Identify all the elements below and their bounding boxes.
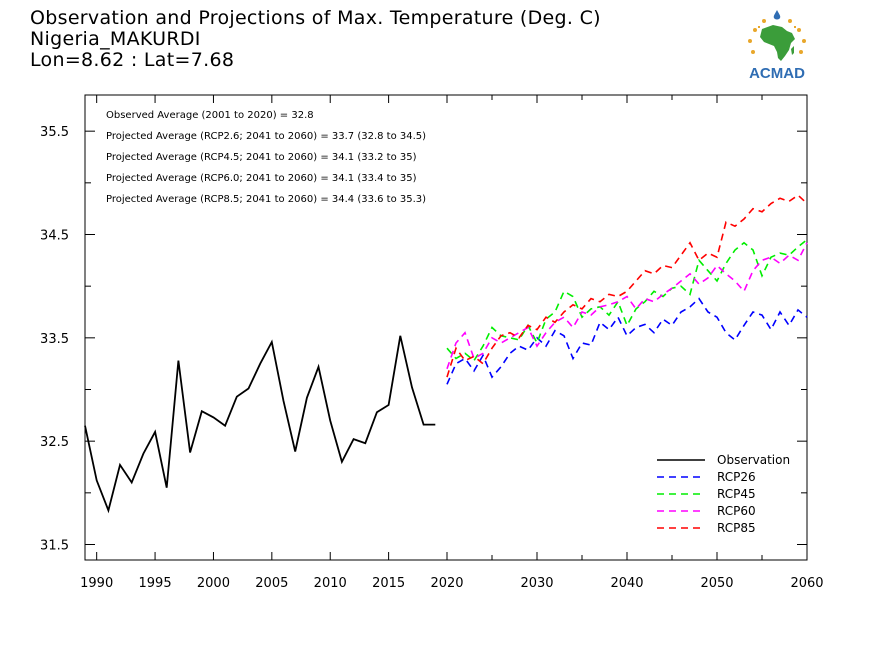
y-axis: 31.5 32.5 33.5 34.5 35.5 [40, 125, 807, 554]
y-tick-label: 34.5 [40, 229, 69, 244]
x-tick-label: 2030 [520, 576, 553, 591]
annotation-text: Projected Average (RCP6.0; 2041 to 2060)… [106, 173, 417, 184]
x-tick-label: 1990 [80, 576, 113, 591]
y-tick-label: 35.5 [40, 125, 69, 140]
acmad-logo: ACMAD [738, 8, 816, 84]
logo-text: ACMAD [749, 65, 805, 82]
x-tick-label: 2060 [790, 576, 823, 591]
annotation-text: Projected Average (RCP2.6; 2041 to 2060)… [106, 131, 426, 142]
station-name: Nigeria_MAKURDI [30, 28, 201, 50]
x-tick-label: 1995 [139, 576, 172, 591]
chart-title-block: Observation and Projections of Max. Temp… [30, 8, 601, 71]
y-tick-label: 32.5 [40, 435, 69, 450]
legend-label-rcp60: RCP60 [717, 504, 756, 518]
legend-label-rcp26: RCP26 [717, 470, 756, 484]
y-tick-label: 33.5 [40, 332, 69, 347]
x-axis: 1990 1995 2000 2005 2010 2015 2020 2030 2040 2050… [80, 95, 824, 591]
annotation-text: Projected Average (RCP4.5; 2041 to 2060)… [106, 152, 417, 163]
chart-legend: Observation RCP26 RCP45 RCP60 RCP85 [657, 453, 790, 535]
y-tick-label: 31.5 [40, 539, 69, 554]
series-line-rcp85 [446, 194, 808, 378]
series-lines [84, 194, 808, 514]
series-line-rcp60 [446, 242, 808, 370]
plot-frame [84, 94, 808, 561]
chart-annotations: Observed Average (2001 to 2020) = 32.8 Pr… [106, 110, 426, 205]
station-coordinates: Lon=8.62 : Lat=7.68 [30, 49, 235, 71]
x-tick-label: 2005 [255, 576, 288, 591]
legend-label-rcp45: RCP45 [717, 487, 756, 501]
africa-map-icon [748, 10, 806, 61]
series-line-rcp45 [446, 239, 808, 362]
x-tick-label: 2020 [430, 576, 463, 591]
legend-label-observation: Observation [717, 453, 790, 467]
x-tick-label: 2010 [314, 576, 347, 591]
legend-label-rcp85: RCP85 [717, 521, 756, 535]
x-tick-label: 2050 [700, 576, 733, 591]
annotation-text: Observed Average (2001 to 2020) = 32.8 [106, 110, 314, 121]
x-tick-label: 2015 [372, 576, 405, 591]
chart-title: Observation and Projections of Max. Temp… [30, 7, 601, 29]
series-line-observation [84, 335, 436, 514]
series-line-rcp26 [446, 297, 808, 385]
x-tick-label: 2040 [610, 576, 643, 591]
annotation-text: Projected Average (RCP8.5; 2041 to 2060)… [106, 194, 426, 205]
x-tick-label: 2000 [197, 576, 230, 591]
